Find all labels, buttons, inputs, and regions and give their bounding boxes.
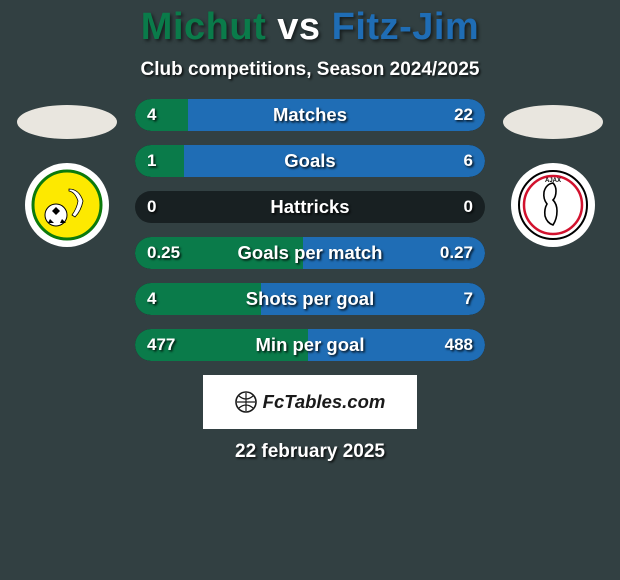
player1-name: Michut — [141, 6, 266, 48]
date-text: 22 february 2025 — [0, 441, 620, 463]
stat-bar: Hattricks0 0 — [135, 191, 485, 223]
page-title: Michut vs Fitz-Jim — [0, 6, 620, 49]
stat-value-right: 7 — [464, 289, 473, 309]
content-row: Matches422Goals16Hattricks00Goals per ma… — [0, 99, 620, 361]
stat-bar: Matches4 22 — [135, 99, 485, 131]
stat-label: Shots per goal — [135, 288, 485, 310]
watermark-text: FcTables.com — [263, 391, 386, 413]
fortuna-sittard-icon — [31, 169, 103, 241]
subtitle: Club competitions, Season 2024/2025 — [0, 59, 620, 81]
stat-value-left: 477 — [147, 335, 175, 355]
vs-text: vs — [277, 6, 320, 48]
left-side — [17, 99, 117, 361]
player1-silhouette — [17, 105, 117, 139]
svg-text:AJAX: AJAX — [545, 178, 561, 184]
stat-value-left: 0.25 — [147, 243, 180, 263]
stat-bar: Min per goal477 488 — [135, 329, 485, 361]
stat-label: Hattricks — [135, 196, 485, 218]
stat-value-right: 22 — [454, 105, 473, 125]
stat-bars: Matches422Goals16Hattricks00Goals per ma… — [135, 99, 485, 361]
player2-silhouette — [503, 105, 603, 139]
club2-badge: AJAX — [511, 163, 595, 247]
stat-value-left: 4 — [147, 105, 156, 125]
stat-bar: Shots per goal4 7 — [135, 283, 485, 315]
right-side: AJAX — [503, 99, 603, 361]
watermark: FcTables.com — [203, 375, 417, 429]
fctables-icon — [235, 391, 257, 413]
stat-label: Matches — [135, 104, 485, 126]
player2-name: Fitz-Jim — [332, 6, 480, 48]
ajax-icon: AJAX — [517, 169, 589, 241]
stat-value-right: 0.27 — [440, 243, 473, 263]
comparison-infographic: Michut vs Fitz-Jim Club competitions, Se… — [0, 0, 620, 580]
stat-bar: Goals1 6 — [135, 145, 485, 177]
stat-label: Goals — [135, 150, 485, 172]
stat-bar: Goals per match0.25 0.27 — [135, 237, 485, 269]
stat-value-right: 0 — [464, 197, 473, 217]
stat-value-right: 6 — [464, 151, 473, 171]
stat-value-left: 4 — [147, 289, 156, 309]
club1-badge — [25, 163, 109, 247]
stat-value-left: 0 — [147, 197, 156, 217]
stat-label: Min per goal — [135, 334, 485, 356]
stat-label: Goals per match — [135, 242, 485, 264]
stat-value-right: 488 — [445, 335, 473, 355]
stat-value-left: 1 — [147, 151, 156, 171]
